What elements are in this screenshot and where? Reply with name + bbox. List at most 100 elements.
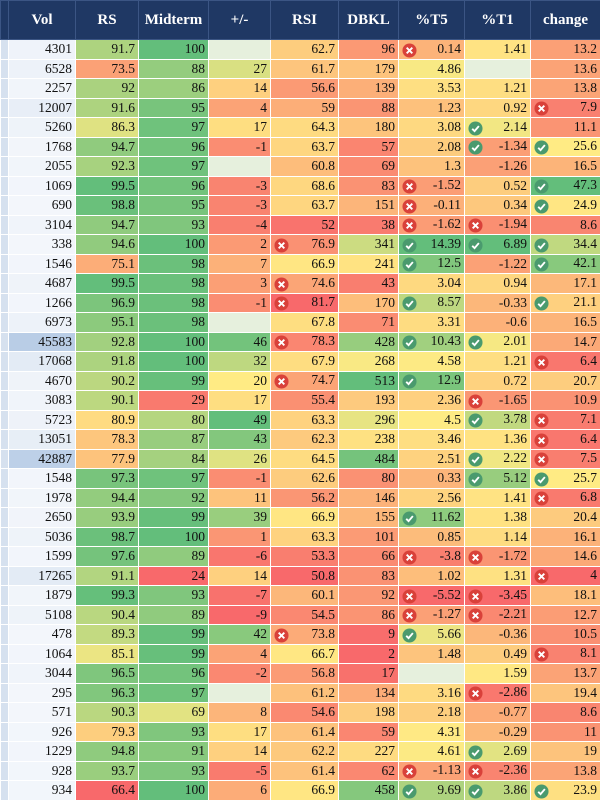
cell-value: 88 (191, 60, 206, 76)
cell-value: 193 (374, 392, 395, 408)
cell-value: 19 (583, 743, 598, 759)
cell: 21.1 (530, 292, 600, 313)
cell: 43 (338, 273, 399, 294)
cross-icon (274, 335, 289, 350)
cell: 17 (208, 721, 271, 742)
cell: 92 (338, 585, 399, 606)
cell: 89 (138, 604, 209, 625)
cell-value: 61.4 (311, 762, 335, 778)
cell-value: 11.1 (573, 119, 597, 135)
table-row: 1768 94.7 96 -1 63.7 57 2.08 -1.34 25.6 (0, 136, 600, 157)
cell-value: 92.8 (111, 333, 135, 349)
cell: 11 (208, 487, 271, 508)
cell-value: 14.7 (573, 333, 597, 349)
check-icon (534, 472, 549, 487)
cell: 100 (138, 331, 209, 352)
cell-value: 2 (260, 236, 267, 252)
cell: 53.3 (270, 546, 339, 567)
cell-value: 16.1 (573, 528, 597, 544)
cell-value: 93.7 (111, 762, 135, 778)
cross-icon (274, 296, 289, 311)
column-header: DBKL (338, 0, 399, 40)
cell-value: 100 (184, 41, 205, 57)
cell-value: 11.62 (431, 508, 461, 524)
cell-value: 56.8 (311, 665, 335, 681)
cell-value: 4.31 (437, 723, 461, 739)
cell-value: 2.08 (437, 138, 461, 154)
cell-value: 80 (381, 470, 396, 486)
cell: 98.8 (75, 195, 139, 216)
table-row: 1879 99.3 93 -7 60.1 92 -5.52 -3.45 18.1 (0, 585, 600, 606)
cell-value: 2.69 (503, 742, 527, 758)
cell-value: 73.5 (111, 60, 135, 76)
table-row: 690 98.8 95 -3 63.7 151 -0.11 0.34 24.9 (0, 195, 600, 216)
cell-value: 1064 (45, 645, 72, 661)
cell: 34.4 (530, 234, 600, 255)
cell: 94.8 (75, 741, 139, 762)
cell-value: 7.5 (580, 450, 597, 466)
cell-value: 83 (381, 177, 396, 193)
cell: 90.4 (75, 604, 139, 625)
cell-value: 0.72 (503, 372, 527, 388)
cell: 0.72 (464, 370, 531, 391)
cell: 24.9 (530, 195, 600, 216)
cell-value: 100 (184, 353, 205, 369)
cell: 1.21 (464, 78, 531, 99)
cross-icon (534, 452, 549, 467)
cell-value: 91 (191, 743, 206, 759)
cell: 97.6 (75, 546, 139, 567)
cell-value: 62.6 (311, 470, 335, 486)
cell: 14.39 (398, 234, 465, 255)
cell: -1.13 (398, 760, 465, 781)
cell: 98 (138, 253, 209, 274)
row-strip (0, 507, 9, 528)
row-strip (0, 234, 9, 255)
cell-value: 80.9 (111, 411, 135, 427)
cell-value: -0.77 (498, 704, 527, 720)
cell-value: 4.58 (437, 353, 461, 369)
cell: 4 (530, 565, 600, 586)
cell-value: 59 (381, 723, 396, 739)
table-row: 2650 93.9 99 39 66.9 155 11.62 1.38 20.4 (0, 507, 600, 528)
cell: 3083 (8, 390, 76, 411)
cell-value: 296 (374, 411, 395, 427)
cell: 16.5 (530, 156, 600, 177)
cell-value: 86.3 (111, 119, 135, 135)
cell: 1.41 (464, 39, 531, 60)
cell: 1.48 (398, 643, 465, 664)
cell-value: 99 (191, 645, 206, 661)
cell: 93 (138, 760, 209, 781)
cell: -1 (208, 468, 271, 489)
cell: 91.7 (75, 39, 139, 60)
cell: 97 (138, 117, 209, 138)
cell-value: 54.6 (311, 704, 335, 720)
cell-value: 73.8 (311, 625, 335, 641)
cell: 56.2 (270, 487, 339, 508)
check-icon (534, 238, 549, 253)
cell: 60.8 (270, 156, 339, 177)
row-strip (0, 214, 9, 235)
cell: 32 (208, 351, 271, 372)
cell: 926 (8, 721, 76, 742)
cell: 63.7 (270, 195, 339, 216)
cell-value: 47.3 (573, 177, 597, 193)
cell-value: 97 (191, 158, 206, 174)
cell-value: 1.48 (437, 645, 461, 661)
cell: 6.8 (530, 487, 600, 508)
cell: 16.1 (530, 526, 600, 547)
cell: 0.49 (464, 643, 531, 664)
cell-value: 43 (253, 431, 268, 447)
cell: 95 (138, 195, 209, 216)
cell: 1064 (8, 643, 76, 664)
cell-value: 95 (191, 99, 206, 115)
cell: 5036 (8, 526, 76, 547)
cell: 84 (138, 448, 209, 469)
cell-value: 94.7 (111, 138, 135, 154)
cell: 100 (138, 526, 209, 547)
column-header: %T1 (464, 0, 531, 40)
cell: 7.9 (530, 97, 600, 118)
cell-value: 2 (388, 645, 395, 661)
cell-value: 100 (184, 782, 205, 798)
cell: 268 (338, 351, 399, 372)
